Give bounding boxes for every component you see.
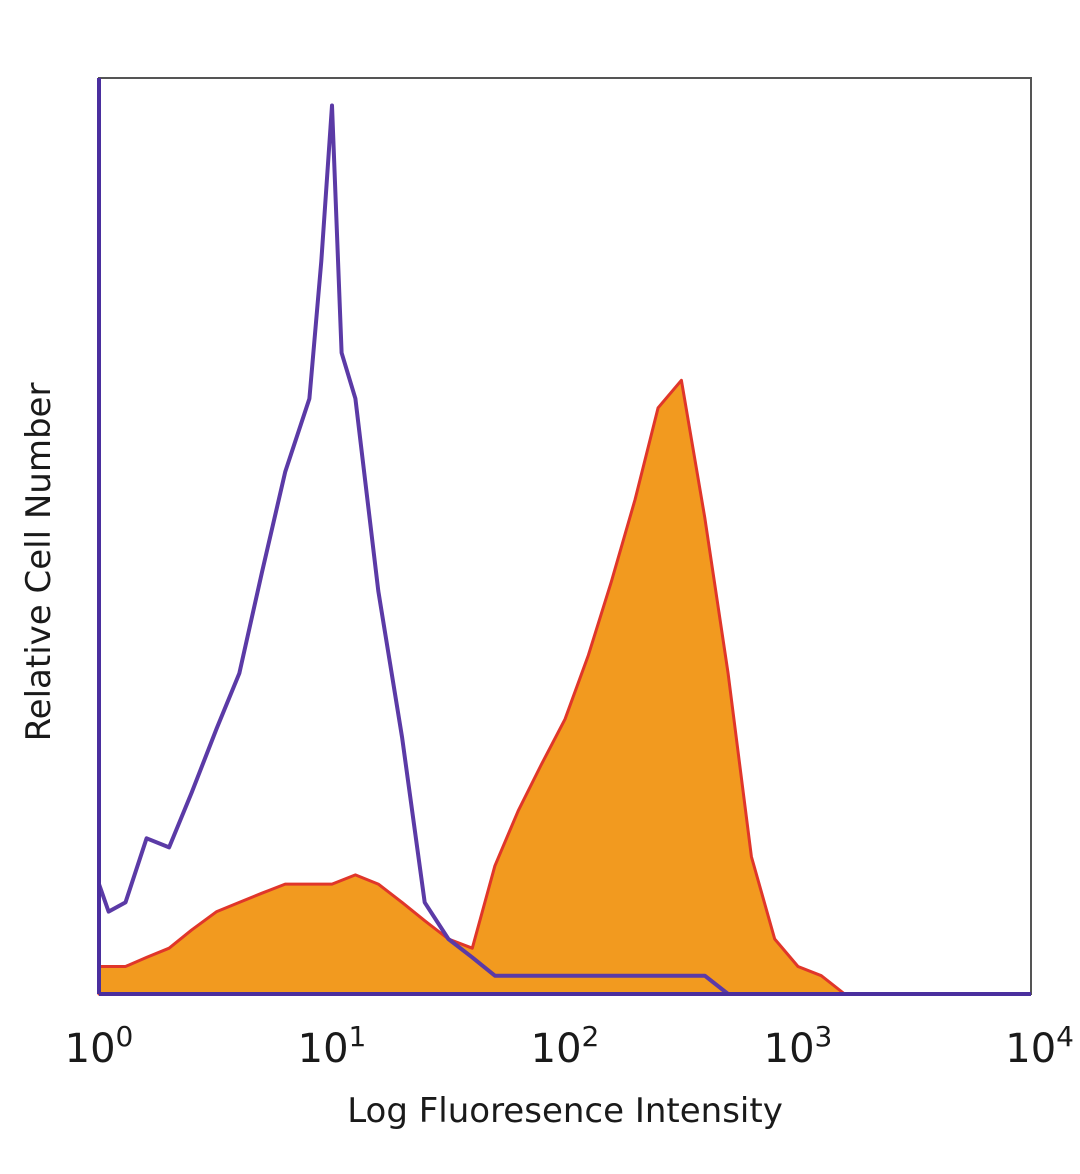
x-tick-label-0: 100: [65, 1020, 134, 1072]
y-axis-title: Relative Cell Number: [19, 383, 59, 742]
x-tick-label-2: 102: [531, 1020, 600, 1072]
x-axis-title: Log Fluoresence Intensity: [347, 1091, 783, 1131]
x-tick-label-1: 101: [298, 1020, 367, 1072]
x-tick-labels: 100 101 102 103 104: [65, 1020, 1074, 1072]
x-tick-label-3: 103: [764, 1020, 833, 1072]
series-1-outline-histogram: [97, 103, 730, 996]
series-layer: [97, 103, 847, 996]
series-0-filled-histogram: [97, 378, 847, 996]
x-tick-label-4: 104: [1005, 1020, 1074, 1072]
